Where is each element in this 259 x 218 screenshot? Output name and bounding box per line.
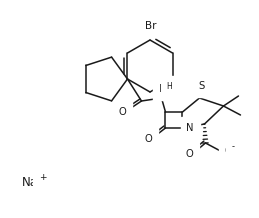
Text: N: N	[186, 123, 194, 133]
Text: S: S	[198, 81, 205, 91]
Text: Br: Br	[145, 21, 157, 31]
Text: -: -	[232, 143, 234, 152]
Text: H: H	[167, 82, 172, 91]
Text: Na: Na	[22, 177, 38, 189]
Text: O: O	[119, 107, 126, 117]
Text: O: O	[145, 134, 152, 144]
Text: N: N	[159, 84, 166, 94]
Text: O: O	[186, 149, 193, 159]
Text: O: O	[225, 146, 232, 156]
Text: +: +	[39, 172, 47, 182]
